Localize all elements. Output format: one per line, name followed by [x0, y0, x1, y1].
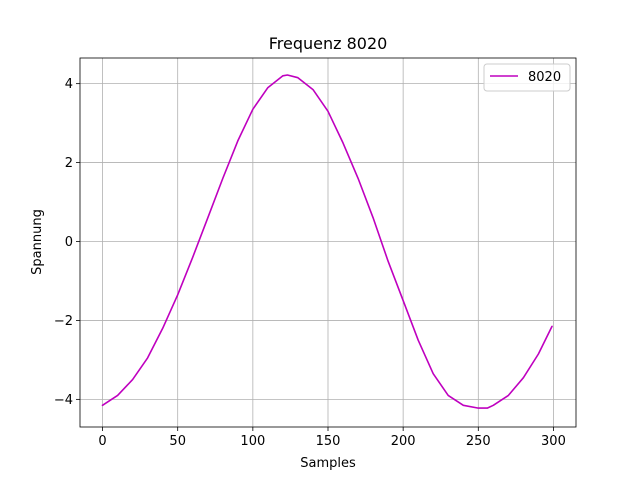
- x-tick-label: 50: [169, 434, 186, 449]
- x-tick-label: 150: [316, 434, 341, 449]
- y-tick-label: −4: [54, 393, 73, 408]
- legend-box: [483, 63, 571, 92]
- legend-label-8020: 8020: [528, 70, 561, 85]
- y-tick-label: 2: [65, 156, 73, 171]
- x-tick-label: 100: [240, 434, 265, 449]
- x-tick-label: 200: [391, 434, 416, 449]
- x-tick-label: 300: [541, 434, 566, 449]
- grid: [80, 58, 576, 427]
- legend: 8020: [483, 63, 571, 92]
- x-axis-label: Samples: [300, 456, 356, 471]
- ticks: 0 50 100 150 200 250 300 −4 −2 0 2 4: [54, 77, 566, 449]
- chart-title: Frequenz 8020: [269, 34, 388, 53]
- series-layer: [101, 74, 553, 409]
- x-tick-label: 250: [466, 434, 491, 449]
- y-tick-label: 0: [65, 235, 73, 250]
- y-tick-label: −2: [54, 314, 73, 329]
- y-axis-label: Spannung: [30, 209, 45, 275]
- x-tick-label: 0: [98, 434, 106, 449]
- y-tick-label: 4: [65, 77, 73, 92]
- series-line-8020: [101, 74, 553, 409]
